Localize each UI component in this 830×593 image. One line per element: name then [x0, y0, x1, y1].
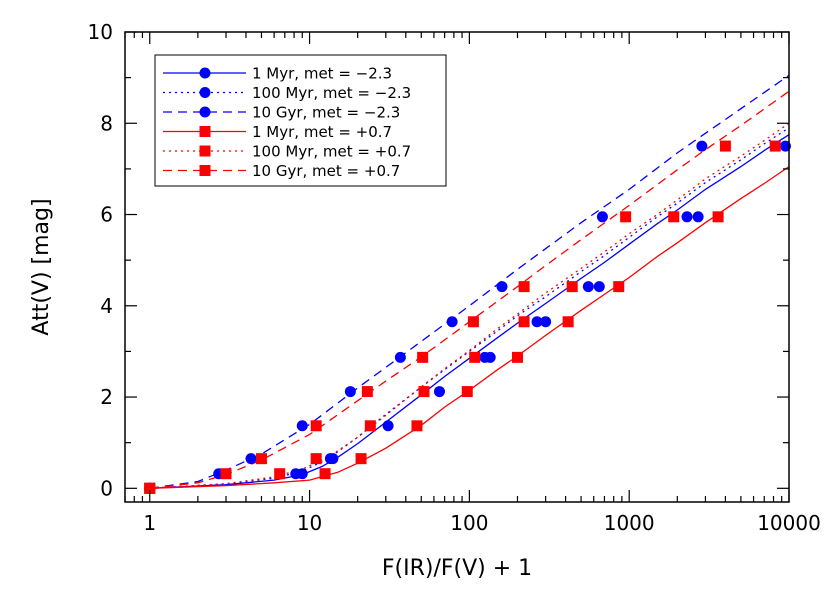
- series-3-point: [394, 351, 406, 363]
- series-4-point: [562, 316, 574, 328]
- legend-marker-3: [199, 106, 211, 118]
- series-3-point: [696, 140, 708, 152]
- legend-marker-5: [199, 145, 211, 157]
- series-2-point: [479, 351, 491, 363]
- series-5-point: [418, 386, 430, 398]
- y-axis-ticks: 0 2 4 6 8 10: [88, 20, 789, 500]
- series-4-point: [355, 453, 367, 465]
- x-tick-label: 10000: [757, 511, 821, 535]
- series-4-point: [613, 281, 625, 293]
- series-5-point: [769, 140, 781, 152]
- series-6-point: [417, 351, 429, 363]
- plot-frame: [124, 31, 790, 503]
- series-2-point: [324, 453, 336, 465]
- y-tick-label: 4: [100, 294, 113, 318]
- legend-label-4: 1 Myr, met = +0.7: [252, 123, 392, 141]
- series-5-point: [310, 453, 322, 465]
- legend-label-3: 10 Gyr, met = −2.3: [252, 104, 400, 122]
- x-tick-label: 1000: [604, 511, 655, 535]
- legend-label-5: 100 Myr, met = +0.7: [252, 143, 411, 161]
- legend-marker-1: [199, 67, 211, 79]
- series-3-point: [296, 420, 308, 432]
- legend-marker-6: [199, 165, 211, 176]
- series-6-point: [310, 420, 322, 432]
- legend-label-1: 1 Myr, met = −2.3: [252, 65, 392, 83]
- series-1-point: [540, 316, 552, 328]
- series-3-point: [245, 453, 257, 465]
- y-tick-label: 2: [100, 385, 113, 409]
- y-tick-label: 10: [88, 20, 113, 44]
- y-tick-label: 6: [100, 203, 113, 227]
- legend-label-2: 100 Myr, met = −2.3: [252, 84, 411, 102]
- series-1-point: [692, 211, 704, 223]
- series-1-point: [593, 281, 605, 293]
- legend-label-6: 10 Gyr, met = +0.7: [252, 162, 400, 180]
- series-2-point: [681, 211, 693, 223]
- series-4-point: [461, 386, 473, 398]
- series-5-point: [274, 468, 286, 480]
- x-axis-label: F(IR)/F(V) + 1: [382, 556, 532, 581]
- x-tick-label: 100: [450, 511, 488, 535]
- legend-marker-4: [199, 126, 211, 137]
- y-axis-label: Att(V) [mag]: [29, 198, 54, 335]
- series-3-point: [496, 281, 508, 293]
- series-4-point: [511, 351, 523, 363]
- series-2-point: [382, 420, 394, 432]
- series-6-point: [719, 140, 731, 152]
- series-6-point: [467, 316, 479, 328]
- series-6-point: [620, 211, 632, 223]
- series-6-point: [255, 453, 267, 465]
- series-6-point: [518, 281, 530, 293]
- series-5-point: [518, 316, 530, 328]
- series-3-point: [596, 211, 608, 223]
- y-tick-label: 8: [100, 111, 113, 135]
- series-4-point: [319, 468, 331, 480]
- series-3-point: [344, 386, 356, 398]
- series-5-point: [364, 420, 376, 432]
- y-tick-label: 0: [100, 476, 113, 500]
- plot-markers: [144, 140, 791, 494]
- series-2-point: [582, 281, 594, 293]
- series-6-point: [144, 482, 156, 494]
- series-2-point: [531, 316, 543, 328]
- series-4-point: [712, 211, 724, 223]
- series-5-point: [668, 211, 680, 223]
- series-line-1: [149, 134, 790, 489]
- series-5-point: [566, 281, 578, 293]
- series-1-point: [433, 386, 445, 398]
- x-tick-label: 1: [143, 511, 156, 535]
- x-axis-ticks: 1 10 100 1000 10000: [124, 32, 821, 535]
- series-5-point: [469, 351, 481, 363]
- series-line-2: [149, 127, 790, 489]
- series-4-point: [411, 420, 423, 432]
- x-tick-label: 10: [297, 511, 322, 535]
- series-3-point: [446, 316, 458, 328]
- series-2-point: [296, 468, 308, 480]
- series-6-point: [220, 468, 232, 480]
- legend-marker-2: [199, 87, 211, 98]
- series-2-point: [779, 140, 791, 152]
- series-6-point: [361, 386, 373, 398]
